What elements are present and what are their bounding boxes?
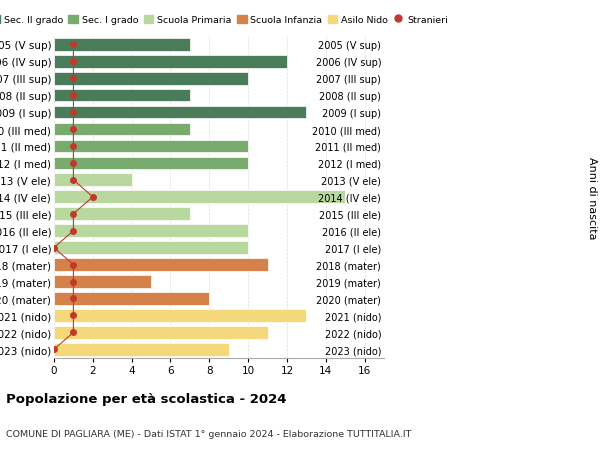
- Legend: Sec. II grado, Sec. I grado, Scuola Primaria, Scuola Infanzia, Asilo Nido, Stran: Sec. II grado, Sec. I grado, Scuola Prim…: [0, 12, 451, 29]
- Text: Anni di nascita: Anni di nascita: [587, 156, 597, 239]
- Bar: [54, 123, 190, 136]
- Text: Popolazione per età scolastica - 2024: Popolazione per età scolastica - 2024: [6, 392, 287, 405]
- Bar: [54, 73, 248, 85]
- Bar: [54, 326, 268, 339]
- Bar: [54, 90, 190, 102]
- Bar: [54, 191, 345, 204]
- Text: COMUNE DI PAGLIARA (ME) - Dati ISTAT 1° gennaio 2024 - Elaborazione TUTTITALIA.I: COMUNE DI PAGLIARA (ME) - Dati ISTAT 1° …: [6, 429, 412, 438]
- Bar: [54, 309, 307, 322]
- Bar: [54, 174, 131, 187]
- Bar: [54, 208, 190, 221]
- Bar: [54, 106, 307, 119]
- Bar: [54, 343, 229, 356]
- Bar: [54, 242, 248, 254]
- Bar: [54, 259, 268, 271]
- Bar: [54, 225, 248, 238]
- Bar: [54, 292, 209, 305]
- Bar: [54, 56, 287, 68]
- Bar: [54, 275, 151, 288]
- Bar: [54, 157, 248, 170]
- Bar: [54, 140, 248, 153]
- Bar: [54, 39, 190, 51]
